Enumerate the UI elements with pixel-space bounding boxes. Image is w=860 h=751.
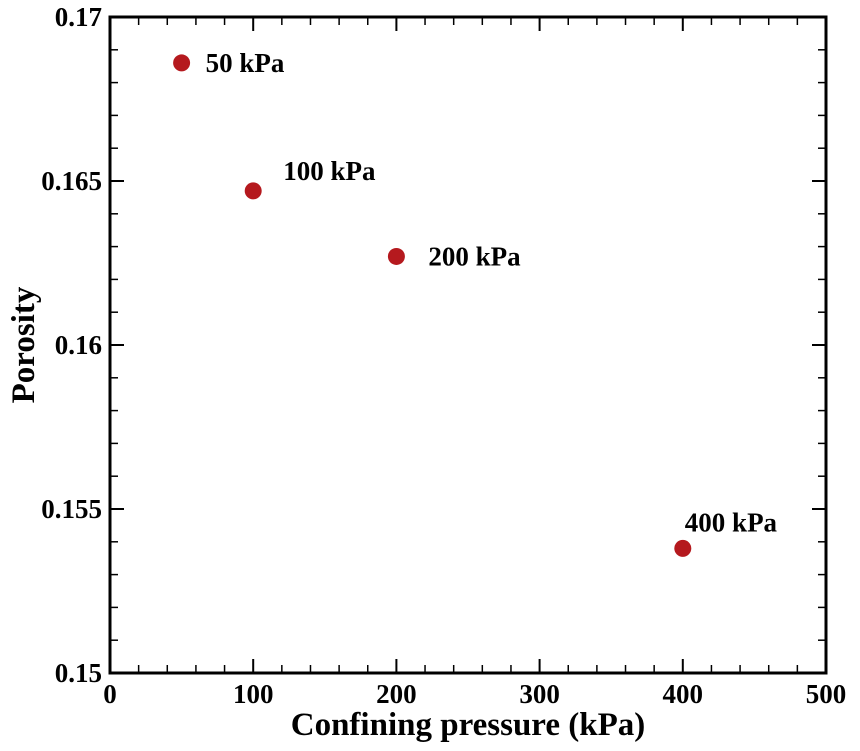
- tick-labels: 0 100 200 300 400 500 0.15 0.155 0.16 0.165 0.17: [41, 2, 846, 709]
- x-tick-label: 400: [663, 679, 704, 709]
- axis-ticks: [110, 17, 826, 673]
- data-point-label: 50 kPa: [206, 48, 285, 78]
- y-tick-label: 0.17: [55, 2, 102, 32]
- x-tick-label: 0: [103, 679, 117, 709]
- data-point: [173, 54, 191, 72]
- data-points: 50 kPa 100 kPa 200 kPa 400 kPa: [173, 48, 778, 557]
- x-tick-label: 100: [233, 679, 274, 709]
- x-axis-title: Confining pressure (kPa): [291, 707, 646, 743]
- y-tick-label: 0.16: [55, 330, 102, 360]
- y-axis-title: Porosity: [6, 286, 42, 403]
- y-tick-label: 0.165: [41, 166, 102, 196]
- data-point: [387, 247, 405, 265]
- x-tick-label: 500: [806, 679, 847, 709]
- x-tick-label: 200: [376, 679, 417, 709]
- y-tick-label: 0.155: [41, 494, 102, 524]
- data-point-label: 200 kPa: [428, 241, 521, 271]
- data-point-label: 400 kPa: [685, 507, 778, 537]
- y-tick-label: 0.15: [55, 658, 102, 688]
- data-point-label: 100 kPa: [283, 156, 376, 186]
- data-point: [244, 182, 262, 200]
- data-point: [674, 539, 692, 557]
- plot-frame: [108, 15, 828, 675]
- x-tick-label: 300: [519, 679, 560, 709]
